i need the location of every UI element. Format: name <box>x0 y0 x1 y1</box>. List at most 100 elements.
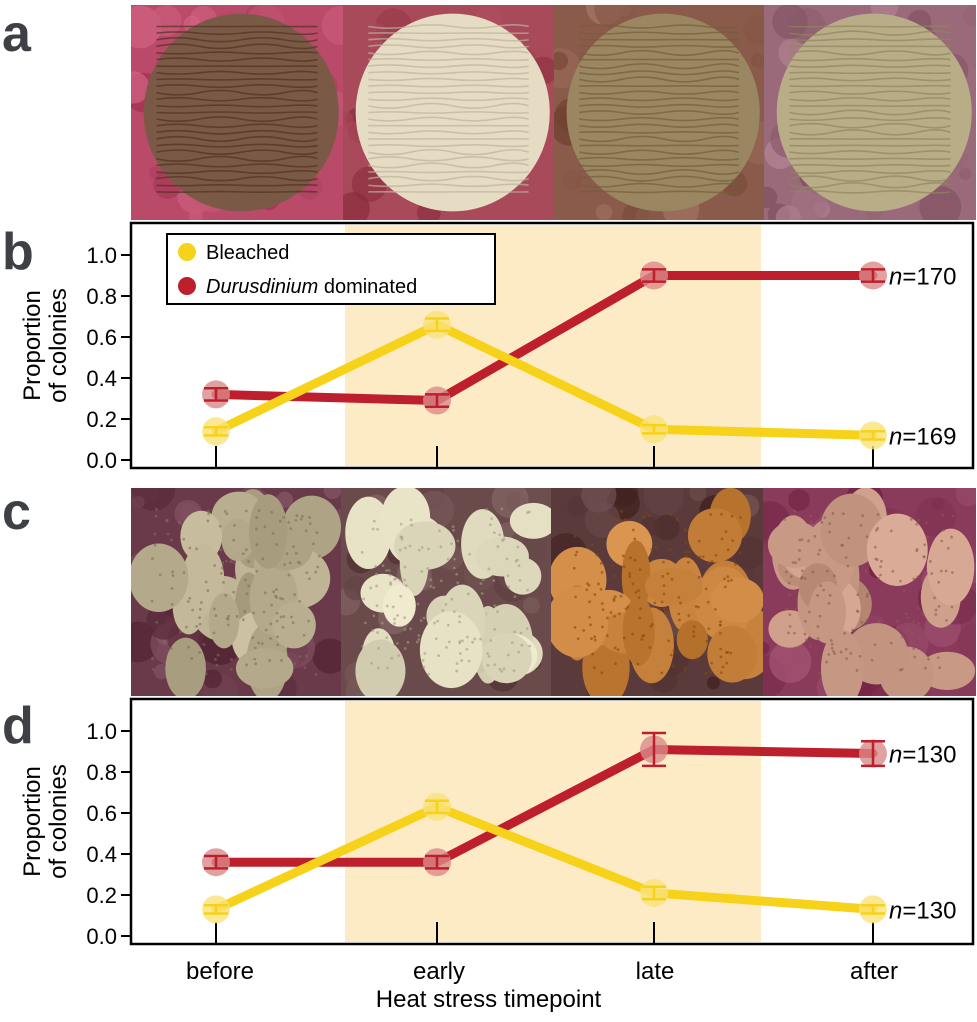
coral-texture <box>396 613 400 617</box>
reef-texture <box>581 488 617 513</box>
coral-texture <box>213 658 217 661</box>
coral-texture <box>166 532 170 536</box>
coral-texture <box>622 565 626 568</box>
coral-texture <box>720 512 723 516</box>
reef-texture <box>743 14 764 45</box>
coral-texture <box>439 545 443 549</box>
coral-branch <box>509 502 551 539</box>
coral-texture <box>688 545 692 549</box>
coral-texture <box>204 672 208 676</box>
coral-texture <box>187 645 191 649</box>
coral-texture <box>939 569 943 573</box>
coral-texture <box>368 148 529 156</box>
coral-texture <box>426 567 430 570</box>
coral-texture <box>844 556 848 559</box>
coral-texture <box>629 556 632 560</box>
coral-texture <box>633 558 637 562</box>
coral-texture <box>830 646 834 650</box>
reef-texture <box>132 496 145 509</box>
coral-photo-image <box>763 488 976 696</box>
coral-texture <box>917 607 920 610</box>
coral-texture <box>191 608 195 612</box>
coral-texture <box>293 593 297 597</box>
coral-texture <box>156 83 318 89</box>
coral-texture <box>216 653 220 657</box>
coral-texture <box>409 627 412 631</box>
coral-texture <box>301 514 304 518</box>
coral-texture <box>574 553 578 557</box>
coral-texture <box>368 23 529 30</box>
coral-texture <box>156 70 318 75</box>
coral-texture <box>653 601 657 605</box>
chart-panel-b: 0.0 0.2 0.4 0.6 0.8 1.0 Proportion of colonies n… <box>0 218 977 480</box>
coral-texture <box>922 555 926 559</box>
coral-texture <box>789 117 951 122</box>
coral-texture <box>637 589 640 592</box>
coral-texture <box>510 641 514 645</box>
coral-texture <box>612 574 616 578</box>
coral-branch <box>208 593 240 649</box>
coral-texture <box>595 553 599 557</box>
coral-texture <box>873 643 877 647</box>
y-axis-title-line1: Proportion <box>19 290 46 401</box>
reef-texture <box>369 22 386 40</box>
sample-size-value: =170 <box>902 264 956 291</box>
reef-texture <box>772 5 808 40</box>
sample-size-value: =169 <box>902 423 956 450</box>
coral-texture <box>950 571 954 574</box>
coral-texture <box>794 607 797 611</box>
coral-texture <box>255 527 258 531</box>
coral-texture <box>719 620 722 624</box>
coral-texture <box>279 615 283 619</box>
coral-texture <box>705 639 709 643</box>
coral-texture <box>638 616 642 620</box>
coral-texture <box>811 570 815 574</box>
coral-texture <box>650 623 654 626</box>
coral-texture <box>660 600 664 604</box>
coral-texture <box>232 590 236 594</box>
coral-branch <box>345 496 392 570</box>
coral-texture <box>832 650 835 653</box>
coral-texture <box>612 597 616 601</box>
reef-texture <box>706 676 720 690</box>
coral-texture <box>501 539 504 542</box>
coral-texture <box>368 97 529 102</box>
coral-texture <box>372 614 376 618</box>
coral-texture <box>924 521 928 525</box>
coral-texture <box>818 548 822 552</box>
coral-texture <box>171 574 175 577</box>
coral-texture <box>698 539 701 543</box>
coral-texture <box>789 144 951 147</box>
coral-texture <box>371 629 375 632</box>
coral-texture <box>151 668 155 671</box>
coral-texture <box>261 557 265 561</box>
coral-texture <box>496 545 500 549</box>
coral-texture <box>452 566 456 570</box>
y-tick-label: 0.8 <box>86 284 117 309</box>
coral-texture <box>832 574 836 578</box>
coral-texture <box>800 538 804 542</box>
coral-texture <box>156 36 318 43</box>
coral-texture <box>371 527 375 531</box>
coral-texture <box>794 561 798 565</box>
coral-branch <box>131 543 189 612</box>
coral-texture <box>220 566 224 570</box>
coral-branch <box>394 521 456 570</box>
coral-texture <box>156 184 318 187</box>
coral-texture <box>668 548 672 552</box>
coral-texture <box>600 570 604 574</box>
coral-texture <box>455 662 459 665</box>
coral-texture <box>721 665 725 669</box>
coral-photo <box>131 488 341 696</box>
coral-texture <box>397 654 401 657</box>
coral-texture <box>704 587 708 591</box>
coral-texture <box>247 584 251 588</box>
coral-texture <box>308 522 312 525</box>
coral-texture <box>386 666 389 670</box>
coral-branch <box>644 567 703 605</box>
coral-texture <box>593 666 596 670</box>
coral-texture <box>390 656 394 660</box>
coral-texture <box>422 665 426 669</box>
x-category-label: after <box>849 958 899 985</box>
coral-texture <box>156 135 318 143</box>
